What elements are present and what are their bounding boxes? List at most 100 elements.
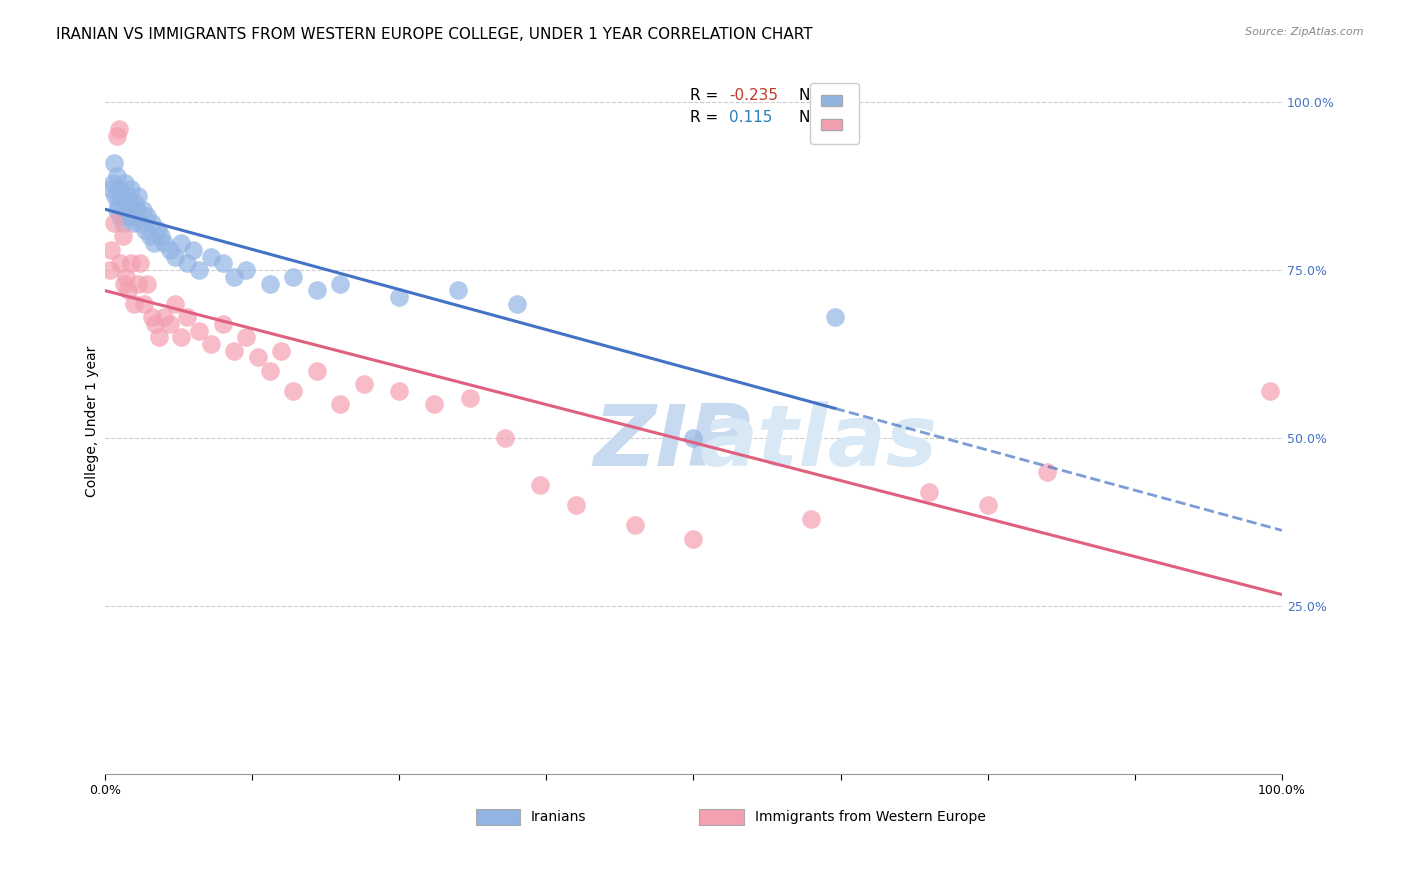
Point	[181, 243, 204, 257]
Point	[623, 518, 645, 533]
Point	[283, 269, 305, 284]
Text: 49: 49	[835, 111, 856, 126]
Point	[101, 176, 124, 190]
Point	[1035, 465, 1057, 479]
Text: Immigrants from Western Europe: Immigrants from Western Europe	[755, 810, 986, 824]
Point	[200, 250, 222, 264]
Point	[121, 202, 143, 217]
Point	[124, 195, 146, 210]
Point	[115, 269, 138, 284]
Text: atlas: atlas	[699, 401, 938, 484]
Legend: , : ,	[810, 83, 859, 144]
Text: 0.115: 0.115	[728, 111, 772, 126]
Point	[224, 343, 246, 358]
Point	[114, 176, 136, 190]
Point	[104, 189, 127, 203]
Point	[353, 377, 375, 392]
Point	[124, 210, 146, 224]
Point	[188, 324, 211, 338]
Point	[131, 202, 153, 217]
Point	[108, 256, 131, 270]
Point	[122, 216, 145, 230]
Point	[682, 431, 704, 445]
Point	[107, 195, 129, 210]
Point	[111, 216, 134, 230]
FancyBboxPatch shape	[475, 809, 520, 825]
Text: R =: R =	[690, 111, 718, 126]
Point	[111, 229, 134, 244]
FancyBboxPatch shape	[699, 809, 744, 825]
Point	[120, 256, 142, 270]
Point	[112, 195, 135, 210]
Point	[259, 277, 281, 291]
Point	[138, 229, 160, 244]
Point	[143, 236, 166, 251]
Point	[110, 189, 132, 203]
Text: N =: N =	[800, 111, 828, 126]
Point	[305, 364, 328, 378]
Point	[159, 243, 181, 257]
Point	[103, 216, 125, 230]
Text: -0.235: -0.235	[728, 87, 778, 103]
Point	[170, 330, 193, 344]
Point	[170, 236, 193, 251]
Point	[115, 189, 138, 203]
Point	[235, 330, 257, 344]
Point	[188, 263, 211, 277]
Point	[136, 277, 159, 291]
Point	[1258, 384, 1281, 398]
Point	[211, 256, 233, 270]
Point	[141, 310, 163, 325]
Point	[129, 256, 152, 270]
Point	[458, 391, 481, 405]
Point	[108, 182, 131, 196]
Point	[447, 283, 470, 297]
Point	[200, 337, 222, 351]
Point	[176, 256, 198, 270]
Point	[176, 310, 198, 325]
Text: ZIP: ZIP	[593, 401, 751, 484]
Point	[824, 310, 846, 325]
Point	[259, 364, 281, 378]
Point	[682, 532, 704, 546]
Point	[159, 317, 181, 331]
Point	[800, 512, 823, 526]
Point	[118, 195, 141, 210]
Point	[423, 397, 446, 411]
Point	[141, 216, 163, 230]
Point	[125, 202, 148, 217]
Point	[105, 202, 128, 217]
Point	[124, 296, 146, 310]
Point	[103, 155, 125, 169]
Point	[100, 182, 122, 196]
Point	[145, 317, 167, 331]
Point	[100, 243, 122, 257]
Text: N =: N =	[800, 87, 828, 103]
Point	[529, 478, 551, 492]
Point	[165, 296, 187, 310]
Point	[388, 384, 411, 398]
Point	[211, 317, 233, 331]
Point	[918, 484, 941, 499]
Point	[108, 210, 131, 224]
Point	[165, 250, 187, 264]
Point	[305, 283, 328, 297]
Point	[224, 269, 246, 284]
Text: Iranians: Iranians	[531, 810, 586, 824]
Point	[152, 310, 174, 325]
Y-axis label: College, Under 1 year: College, Under 1 year	[86, 345, 100, 497]
Point	[120, 182, 142, 196]
Point	[148, 330, 170, 344]
Point	[152, 236, 174, 251]
Point	[246, 351, 269, 365]
Point	[235, 263, 257, 277]
Point	[115, 202, 138, 217]
Point	[329, 277, 352, 291]
Point	[134, 223, 156, 237]
Point	[136, 210, 159, 224]
Text: 53: 53	[835, 87, 856, 103]
Text: R =: R =	[690, 87, 718, 103]
Point	[494, 431, 516, 445]
Point	[132, 296, 155, 310]
Point	[146, 223, 169, 237]
